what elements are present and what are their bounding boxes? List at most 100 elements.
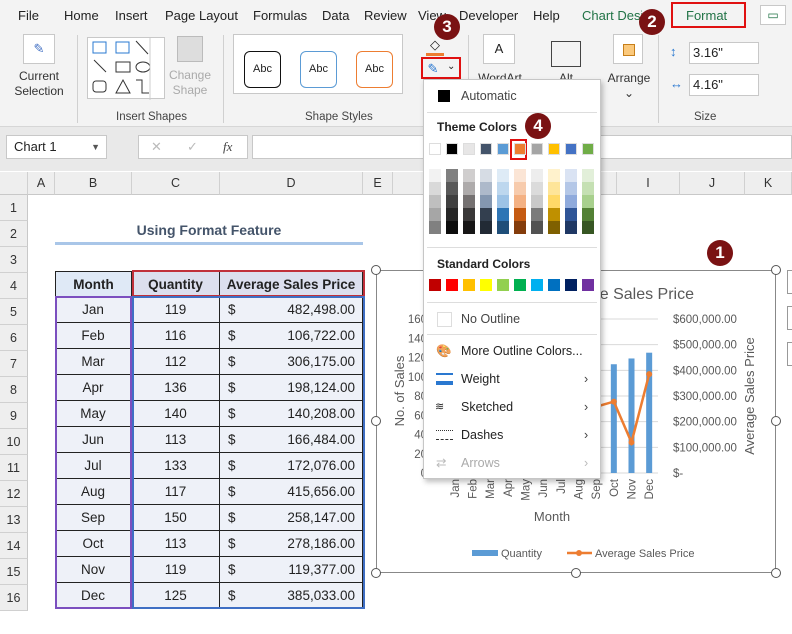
theme-shade-swatch[interactable] (480, 182, 492, 195)
cell-quantity[interactable]: 116 (132, 323, 220, 349)
theme-shade-swatch[interactable] (497, 182, 509, 195)
shapes-gallery[interactable] (87, 37, 165, 100)
shape-styles-gallery[interactable]: Abc Abc Abc (233, 34, 403, 94)
shape-style-black[interactable]: Abc (244, 51, 281, 88)
theme-shade-swatch[interactable] (548, 195, 560, 208)
tab-help[interactable]: Help (533, 8, 560, 23)
theme-shade-swatch[interactable] (480, 169, 492, 182)
tab-format[interactable]: Format (686, 8, 728, 23)
select-all-button[interactable] (0, 172, 28, 195)
shape-fill-icon[interactable]: ◇ (426, 37, 444, 56)
cell-average-sales-price[interactable]: $166,484.00 (220, 427, 363, 453)
menu-item-sketched[interactable]: ≋ Sketched › (424, 394, 600, 420)
column-header[interactable]: I (617, 172, 680, 195)
theme-shade-swatch[interactable] (446, 182, 458, 195)
theme-color-swatch[interactable] (480, 143, 492, 155)
row-header[interactable]: 14 (0, 533, 28, 559)
tab-home[interactable]: Home (64, 8, 99, 23)
theme-color-swatch[interactable] (446, 143, 458, 155)
menu-item-no-outline[interactable]: No Outline (424, 306, 600, 332)
cell-average-sales-price[interactable]: $306,175.00 (220, 349, 363, 375)
theme-shade-swatch[interactable] (582, 208, 594, 221)
chart-filters-button[interactable] (787, 342, 792, 366)
cell-quantity[interactable]: 125 (132, 583, 220, 609)
resize-handle[interactable] (371, 265, 381, 275)
theme-color-swatch[interactable] (463, 143, 475, 155)
theme-shade-swatch[interactable] (446, 221, 458, 234)
cell-average-sales-price[interactable]: $198,124.00 (220, 375, 363, 401)
theme-shade-swatch[interactable] (565, 182, 577, 195)
theme-color-swatch[interactable] (429, 143, 441, 155)
cell-month[interactable]: Jan (55, 297, 132, 323)
row-header[interactable]: 1 (0, 195, 28, 221)
column-header[interactable]: K (745, 172, 792, 195)
tab-formulas[interactable]: Formulas (253, 8, 308, 23)
tab-data[interactable]: Data (322, 8, 350, 23)
standard-color-swatch[interactable] (446, 279, 458, 291)
tab-review[interactable]: Review (364, 8, 407, 23)
standard-color-swatch[interactable] (463, 279, 475, 291)
theme-shade-swatch[interactable] (429, 208, 441, 221)
column-header[interactable]: J (680, 172, 745, 195)
row-header[interactable]: 12 (0, 481, 28, 507)
column-header[interactable]: B (55, 172, 132, 195)
cell-quantity[interactable]: 136 (132, 375, 220, 401)
arrange-button[interactable]: Arrange ⌄ (607, 71, 651, 100)
theme-shade-swatch[interactable] (497, 208, 509, 221)
row-header[interactable]: 7 (0, 351, 28, 377)
standard-color-swatch[interactable] (565, 279, 577, 291)
cell-month[interactable]: Mar (55, 349, 132, 375)
theme-shade-swatch[interactable] (480, 195, 492, 208)
insert-function-icon[interactable]: fx (223, 139, 233, 154)
standard-color-swatch[interactable] (429, 279, 441, 291)
row-header[interactable]: 13 (0, 507, 28, 533)
theme-shade-swatch[interactable] (531, 182, 543, 195)
theme-shade-swatch[interactable] (429, 182, 441, 195)
cell-average-sales-price[interactable]: $172,076.00 (220, 453, 363, 479)
cell-quantity[interactable]: 112 (132, 349, 220, 375)
theme-shade-swatch[interactable] (548, 208, 560, 221)
theme-shade-swatch[interactable] (514, 208, 526, 221)
resize-handle[interactable] (771, 416, 781, 426)
theme-shade-swatch[interactable] (480, 221, 492, 234)
menu-item-automatic[interactable]: Automatic (424, 83, 600, 109)
theme-color-swatch[interactable] (531, 143, 543, 155)
cell-quantity[interactable]: 119 (132, 557, 220, 583)
cell-average-sales-price[interactable]: $140,208.00 (220, 401, 363, 427)
row-header[interactable]: 10 (0, 429, 28, 455)
shape-outline-dropdown[interactable]: ⌄ (447, 61, 456, 72)
theme-shade-swatch[interactable] (531, 208, 543, 221)
cell-quantity[interactable]: 150 (132, 505, 220, 531)
cell-average-sales-price[interactable]: $119,377.00 (220, 557, 363, 583)
theme-shade-swatch[interactable] (463, 208, 475, 221)
standard-color-swatch[interactable] (531, 279, 543, 291)
theme-color-swatch[interactable] (514, 143, 526, 155)
cell-quantity[interactable]: 113 (132, 427, 220, 453)
theme-shade-swatch[interactable] (514, 182, 526, 195)
enter-icon[interactable]: ✓ (187, 139, 198, 154)
standard-color-swatch[interactable] (497, 279, 509, 291)
row-header[interactable]: 6 (0, 325, 28, 351)
cell-average-sales-price[interactable]: $106,722.00 (220, 323, 363, 349)
theme-shade-swatch[interactable] (531, 169, 543, 182)
row-header[interactable]: 16 (0, 585, 28, 611)
column-header[interactable]: C (132, 172, 220, 195)
theme-shade-swatch[interactable] (565, 221, 577, 234)
cell-average-sales-price[interactable]: $258,147.00 (220, 505, 363, 531)
resize-handle[interactable] (771, 568, 781, 578)
theme-shade-swatch[interactable] (497, 195, 509, 208)
cell-quantity[interactable]: 119 (132, 297, 220, 323)
resize-handle[interactable] (371, 568, 381, 578)
theme-shade-swatch[interactable] (565, 195, 577, 208)
theme-shade-swatch[interactable] (548, 182, 560, 195)
cell-quantity[interactable]: 117 (132, 479, 220, 505)
column-header[interactable]: D (220, 172, 363, 195)
theme-color-swatch[interactable] (582, 143, 594, 155)
theme-shade-swatch[interactable] (582, 221, 594, 234)
row-header[interactable]: 2 (0, 221, 28, 247)
row-header[interactable]: 5 (0, 299, 28, 325)
menu-item-more-outline-colors[interactable]: 🎨 More Outline Colors... (424, 338, 600, 364)
theme-shade-swatch[interactable] (582, 195, 594, 208)
cell-average-sales-price[interactable]: $482,498.00 (220, 297, 363, 323)
tab-file[interactable]: File (18, 8, 39, 23)
